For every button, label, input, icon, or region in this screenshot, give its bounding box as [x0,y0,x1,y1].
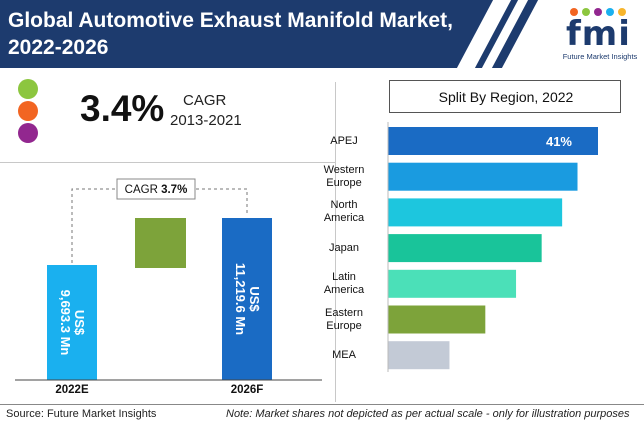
divider [0,162,335,163]
bar-value-amount: 11,219.6 Mn [233,263,248,335]
bar-value-amount: 9,693.3 Mn [58,290,73,356]
region-category-label: Western Europe [308,164,380,190]
logo-dot [582,8,590,16]
region-category-line: Western [323,163,365,176]
region-category-line: Europe [326,176,362,189]
bar-value-label: US$9,693.3 Mn [58,290,87,356]
growth-indicator-box [135,218,186,268]
cagr-value: 3.4% [80,88,165,129]
logo-dot [594,8,602,16]
region-category-line: Japan [329,241,359,254]
logo-dot [618,8,626,16]
region-category-line: Eastern [325,306,363,319]
cagr-annotation-box [116,178,196,200]
bar-2026F [222,218,272,380]
purple-bullet-icon [18,123,38,143]
cagr-annotation: CAGR 3.7% [125,184,188,196]
scale-note: Note: Market shares not depicted as per … [226,408,630,420]
region-data-label: 41% [546,134,572,149]
region-bar [388,198,563,227]
title-line-1: Global Automotive Exhaust Manifold Marke… [8,9,453,32]
region-chart-title: Split By Region, 2022 [438,89,574,105]
region-category-label: North America [308,199,380,225]
logo-tagline: Future Market Insights [562,52,638,61]
region-category-line: America [323,283,365,296]
bar-value-currency: US$ [247,286,262,312]
region-category-label: Japan [308,242,380,255]
region-bar [388,234,542,263]
region-bar [388,127,598,155]
region-category-line: North [330,199,358,212]
green-bullet-icon [18,79,38,99]
title-line-2: 2022-2026 [8,36,109,59]
source-note: Source: Future Market Insights [6,408,157,420]
region-category-line: Latin [332,270,356,283]
cagr-annotation-label: CAGR [125,184,161,196]
region-category-label: MEA [308,349,380,362]
divider [335,82,336,402]
bar-2022E [47,265,97,380]
region-category-line: America [323,212,365,225]
logo-text: fmi [566,14,631,54]
page-title: Global Automotive Exhaust Manifold Marke… [8,7,478,61]
cagr-bracket [71,188,248,263]
bar-value-currency: US$ [72,310,87,336]
footer-divider [0,404,644,405]
region-category-label: Eastern Europe [308,307,380,333]
bar-value-label: US$11,219.6 Mn [233,263,262,335]
logo-dot [570,8,578,16]
region-category-label: APEJ [308,135,380,148]
x-tick-label: 2026F [231,384,264,396]
cagr-label: CAGR [183,92,227,109]
region-split-chart: 41% [387,122,598,372]
region-bar [388,305,486,334]
header-banner: Global Automotive Exhaust Manifold Marke… [0,0,644,68]
x-tick-label: 2022E [55,384,89,396]
logo-dot [606,8,614,16]
region-category-label: Latin America [308,271,380,297]
region-category-line: MEA [332,348,356,361]
region-chart-title-box: Split By Region, 2022 [389,80,621,113]
orange-bullet-icon [18,101,38,121]
cagr-annotation-value: 3.7% [161,184,187,196]
region-bar [388,341,450,370]
fmi-logo: fmi Future Market Insights [560,4,640,64]
region-bar [388,162,578,191]
region-category-line: APEJ [330,134,358,147]
region-category-line: Europe [326,319,362,332]
region-bar [388,269,517,298]
cagr-period: 2013-2021 [170,112,242,129]
